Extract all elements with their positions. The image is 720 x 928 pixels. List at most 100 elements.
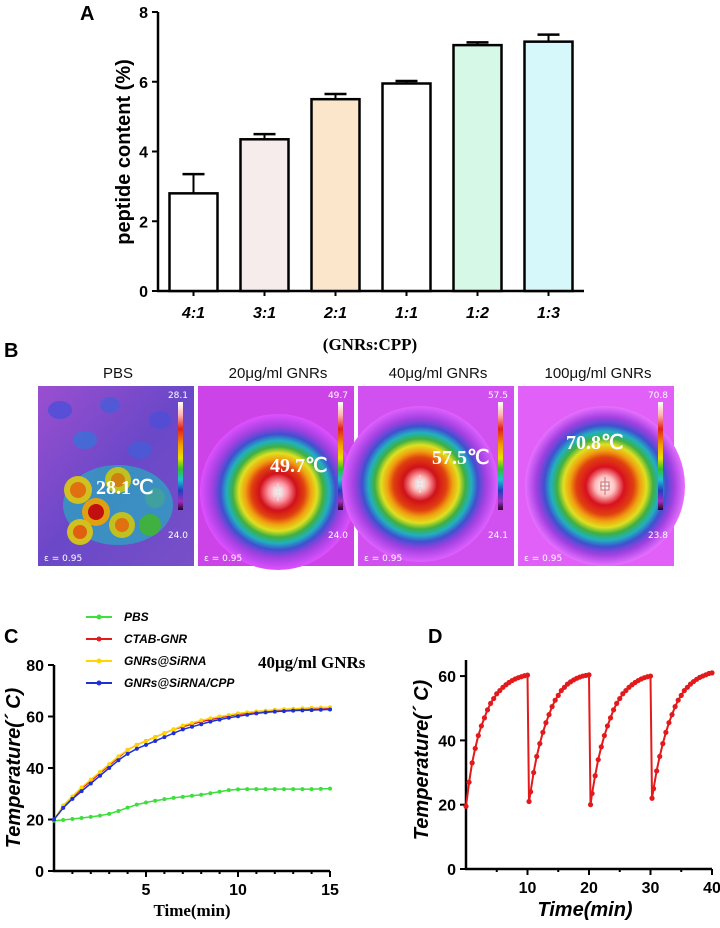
thermal-max-40: 57.5 bbox=[488, 391, 508, 401]
data-point-pbs bbox=[98, 813, 102, 818]
data-point-cycles bbox=[604, 723, 611, 729]
data-point-pbs bbox=[254, 787, 259, 792]
data-point-gnrs-sirna-cpp bbox=[98, 773, 102, 778]
data-point-cycles bbox=[669, 712, 675, 718]
thermal-images: PBS 20μg/ml GNRs 40μg/ml GNRs 100μg/ml G… bbox=[38, 365, 685, 570]
data-point-gnrs-sirna-cpp bbox=[190, 724, 194, 729]
panel-label-d: D bbox=[428, 626, 442, 648]
data-point-gnrs-sirna-cpp bbox=[134, 746, 139, 751]
data-point-cycles bbox=[472, 745, 478, 752]
thermal-image-40 bbox=[342, 386, 514, 566]
bar-3-1 bbox=[239, 138, 290, 293]
bar-4-1 bbox=[168, 192, 219, 293]
data-point-cycles bbox=[543, 720, 549, 726]
data-point-cycles bbox=[601, 732, 607, 739]
bar-1-2 bbox=[452, 43, 503, 293]
data-point-cycles bbox=[650, 786, 657, 792]
legend-label-1: CTAB-GNR bbox=[124, 632, 187, 646]
thermal-temp-pbs: 28.1℃ bbox=[96, 477, 153, 499]
data-point-gnrs-sirna-cpp bbox=[153, 738, 158, 743]
data-point-gnrs-sirna-cpp bbox=[116, 758, 121, 763]
thermal-emissivity-20: ε = 0.95 bbox=[204, 554, 242, 564]
data-point-gnrs-sirna-cpp bbox=[208, 719, 213, 724]
data-point-pbs bbox=[190, 793, 194, 798]
data-point-gnrs-sirna-cpp bbox=[162, 735, 167, 740]
thermal-image-pbs bbox=[38, 386, 194, 566]
legend-marker-3 bbox=[96, 680, 102, 686]
data-point-gnrs-sirna bbox=[226, 712, 231, 717]
data-point-gnrs-sirna bbox=[153, 735, 158, 740]
category-label: 1:2 bbox=[466, 305, 489, 322]
x-tick-label-c: 15 bbox=[321, 882, 339, 899]
data-point-pbs bbox=[272, 787, 277, 792]
legend-marker-2 bbox=[96, 658, 102, 664]
category-label: 1:3 bbox=[537, 305, 560, 322]
data-point-gnrs-sirna-cpp bbox=[328, 707, 332, 712]
data-point-pbs bbox=[236, 787, 240, 792]
panel-label-c: C bbox=[4, 626, 18, 648]
thermal-min-40: 24.1 bbox=[488, 531, 508, 541]
data-point-cycles bbox=[587, 802, 594, 808]
data-point-gnrs-sirna bbox=[144, 738, 148, 743]
thermal-max-20: 49.7 bbox=[328, 391, 348, 401]
thermal-emissivity-100: ε = 0.95 bbox=[524, 554, 562, 564]
data-point-cycles bbox=[649, 795, 655, 801]
data-point-cycles bbox=[537, 741, 543, 747]
bar-1-3 bbox=[523, 40, 574, 293]
legend-label-0: PBS bbox=[124, 610, 149, 624]
y-tick-label-a: 8 bbox=[139, 5, 148, 22]
legend-label-2: GNRs@SiRNA bbox=[124, 654, 206, 668]
y-tick-label-d: 60 bbox=[438, 669, 456, 686]
bar-1-1 bbox=[381, 82, 432, 293]
data-point-cycles bbox=[589, 790, 595, 797]
series-line-pbs bbox=[53, 787, 331, 822]
thermal-temp-20: 49.7℃ bbox=[270, 455, 327, 477]
data-point-gnrs-sirna-cpp bbox=[272, 709, 277, 714]
thermal-image-20 bbox=[198, 386, 356, 570]
data-point-cycles bbox=[660, 741, 666, 747]
data-point-pbs bbox=[171, 795, 176, 800]
x-axis-title-a: (GNRs:CPP) bbox=[323, 335, 417, 354]
data-point-gnrs-sirna-cpp bbox=[52, 817, 56, 822]
thermal-title-40: 40μg/ml GNRs bbox=[389, 365, 488, 382]
data-point-cycles bbox=[497, 687, 503, 694]
data-point-cycles bbox=[491, 695, 497, 702]
data-point-cycles bbox=[527, 789, 534, 795]
data-point-gnrs-sirna bbox=[208, 716, 213, 721]
legend-marker-1 bbox=[96, 636, 102, 642]
data-point-gnrs-sirna-cpp bbox=[79, 789, 84, 794]
data-point-cycles bbox=[678, 692, 684, 698]
data-point-gnrs-sirna-cpp bbox=[180, 727, 185, 732]
data-point-pbs bbox=[134, 802, 139, 807]
data-point-pbs bbox=[70, 816, 75, 821]
data-point-cycles bbox=[478, 723, 484, 729]
data-point-gnrs-sirna bbox=[107, 762, 112, 767]
thermal-emissivity-40: ε = 0.95 bbox=[364, 554, 402, 564]
data-point-cycles bbox=[607, 715, 614, 721]
annotation-c: 40μg/ml GNRs bbox=[258, 653, 366, 672]
data-point-cycles bbox=[549, 704, 555, 710]
data-point-cycles bbox=[531, 769, 537, 776]
y-tick-label-c: 40 bbox=[26, 761, 44, 778]
data-point-pbs bbox=[153, 798, 158, 803]
data-point-gnrs-sirna-cpp bbox=[236, 714, 240, 719]
data-point-cycles bbox=[534, 753, 540, 760]
data-point-cycles bbox=[466, 779, 472, 785]
legend-label-3: GNRs@SiRNA/CPP bbox=[124, 676, 235, 690]
y-tick-label-a: 4 bbox=[139, 145, 148, 162]
data-point-pbs bbox=[217, 789, 222, 794]
data-point-pbs bbox=[300, 787, 305, 792]
data-point-cycles bbox=[595, 757, 601, 763]
thermal-max-100: 70.8 bbox=[648, 391, 668, 401]
data-point-gnrs-sirna-cpp bbox=[61, 805, 66, 810]
data-point-pbs bbox=[88, 814, 93, 819]
x-axis-title-c: Time(min) bbox=[153, 901, 230, 920]
data-point-pbs bbox=[328, 786, 332, 791]
data-point-gnrs-sirna bbox=[190, 720, 194, 725]
data-point-cycles bbox=[617, 695, 623, 702]
data-point-cycles bbox=[657, 753, 663, 760]
data-point-cycles bbox=[684, 684, 691, 690]
data-point-pbs bbox=[107, 811, 112, 816]
thermal-title-100: 100μg/ml GNRs bbox=[544, 365, 651, 382]
